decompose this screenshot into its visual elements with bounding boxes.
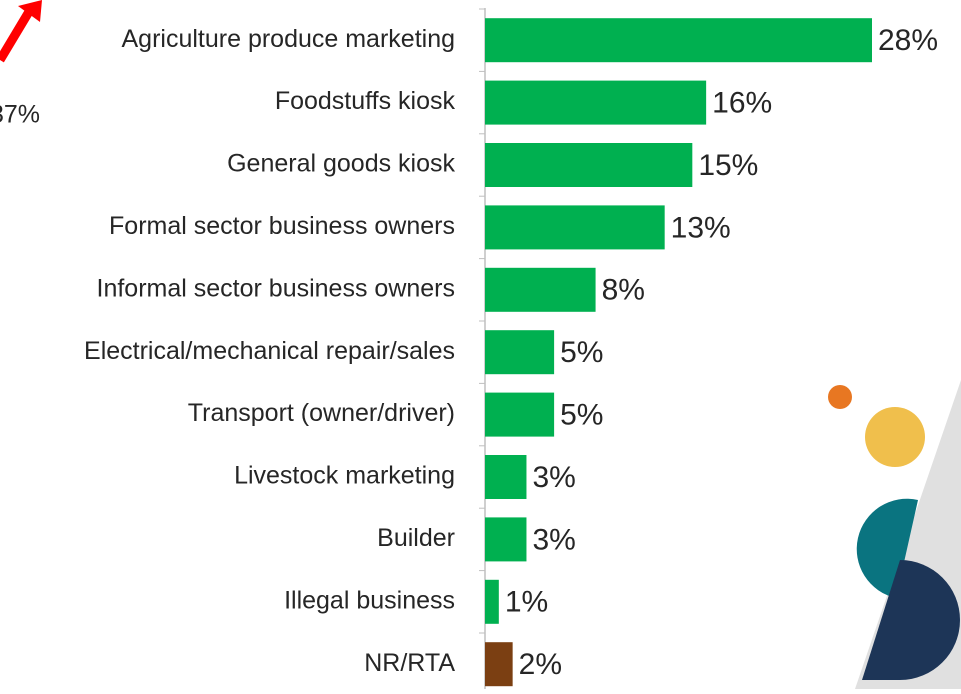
category-label: NR/RTA xyxy=(364,649,455,677)
bar xyxy=(485,330,554,374)
value-label: 15% xyxy=(698,149,758,182)
arrow xyxy=(0,10,30,60)
category-label: Informal sector business owners xyxy=(97,274,455,302)
bar xyxy=(485,455,526,499)
annotation: 37% xyxy=(0,101,40,129)
bar xyxy=(485,268,596,312)
bar xyxy=(485,642,513,686)
page: {"chart_data": {"type": "bar", "orientat… xyxy=(0,0,961,689)
category-label: Formal sector business owners xyxy=(109,212,455,240)
bar xyxy=(485,393,554,437)
bar xyxy=(485,517,526,561)
category-label: General goods kiosk xyxy=(227,150,455,178)
value-label: 16% xyxy=(712,87,772,120)
value-label: 1% xyxy=(505,586,548,619)
value-label: 2% xyxy=(519,648,562,681)
category-label: Foodstuffs kiosk xyxy=(275,87,456,115)
decor-circle xyxy=(865,407,925,467)
bar xyxy=(485,143,692,187)
value-label: 28% xyxy=(878,24,938,57)
decor-circle xyxy=(828,385,852,409)
value-label: 5% xyxy=(560,336,603,369)
category-label: Livestock marketing xyxy=(234,462,455,490)
chart: 37% Agriculture produce marketing 28% Food… xyxy=(0,0,961,689)
value-label: 5% xyxy=(560,399,603,432)
category-label: Transport (owner/driver) xyxy=(188,399,455,427)
bar xyxy=(485,81,706,125)
value-label: 13% xyxy=(671,211,731,244)
value-label: 8% xyxy=(602,274,645,307)
value-label: 3% xyxy=(532,461,575,494)
bar xyxy=(485,205,665,249)
category-label: Builder xyxy=(377,524,455,552)
bar xyxy=(485,18,872,62)
category-label: Illegal business xyxy=(284,586,455,614)
category-label: Agriculture produce marketing xyxy=(122,25,456,53)
value-label: 3% xyxy=(532,523,575,556)
bar xyxy=(485,580,499,624)
category-label: Electrical/mechanical repair/sales xyxy=(84,337,455,365)
